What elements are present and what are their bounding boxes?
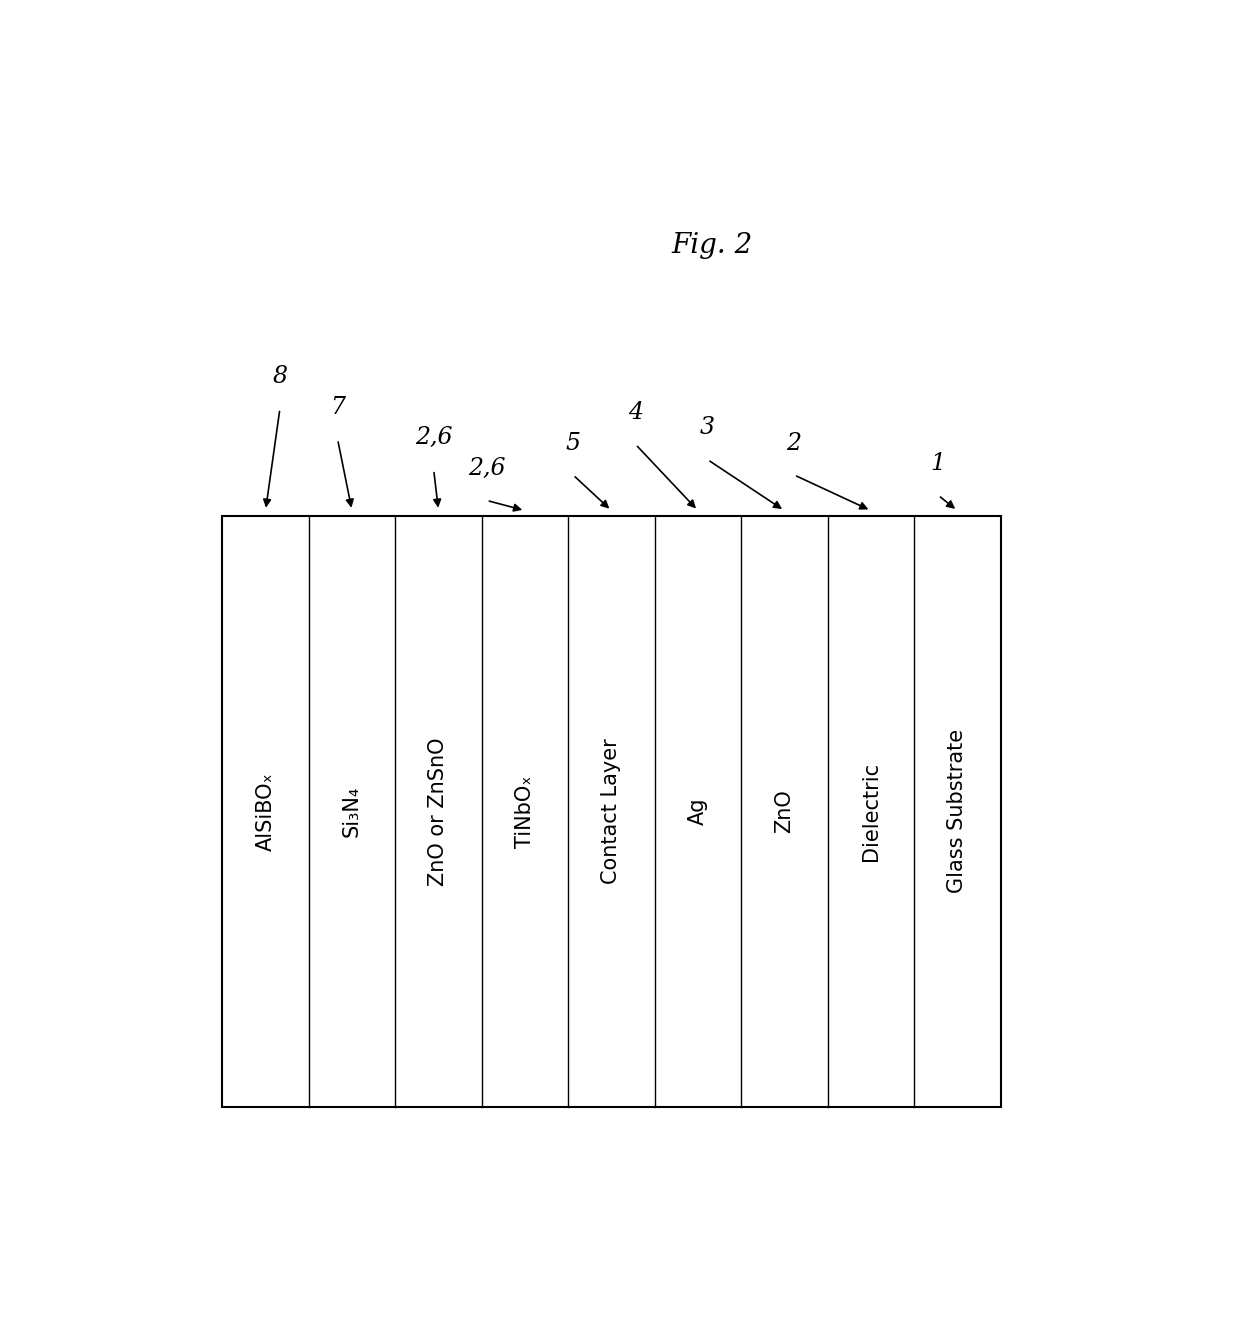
Text: 3: 3 [701,416,715,440]
Text: ZnO: ZnO [775,789,795,833]
Text: Dielectric: Dielectric [861,761,880,861]
Text: 2,6: 2,6 [415,426,453,449]
Text: 1: 1 [931,451,946,475]
Text: 2,6: 2,6 [467,457,505,481]
Text: Si₃N₄: Si₃N₄ [342,785,362,837]
Bar [222,515,1001,1107]
Text: 2: 2 [786,432,801,454]
Text: 4: 4 [627,401,644,424]
Text: AlSiBOₓ: AlSiBOₓ [255,772,275,851]
Text: 7: 7 [330,396,345,418]
Text: Ag: Ag [688,797,708,825]
Text: Contact Layer: Contact Layer [601,739,621,884]
Text: 8: 8 [273,365,288,388]
Text: 5: 5 [565,432,580,454]
Text: Glass Substrate: Glass Substrate [947,730,967,894]
Text: ZnO or ZnSnO: ZnO or ZnSnO [429,737,449,886]
Text: Fig. 2: Fig. 2 [672,232,753,260]
Text: TiNbOₓ: TiNbOₓ [515,775,534,847]
